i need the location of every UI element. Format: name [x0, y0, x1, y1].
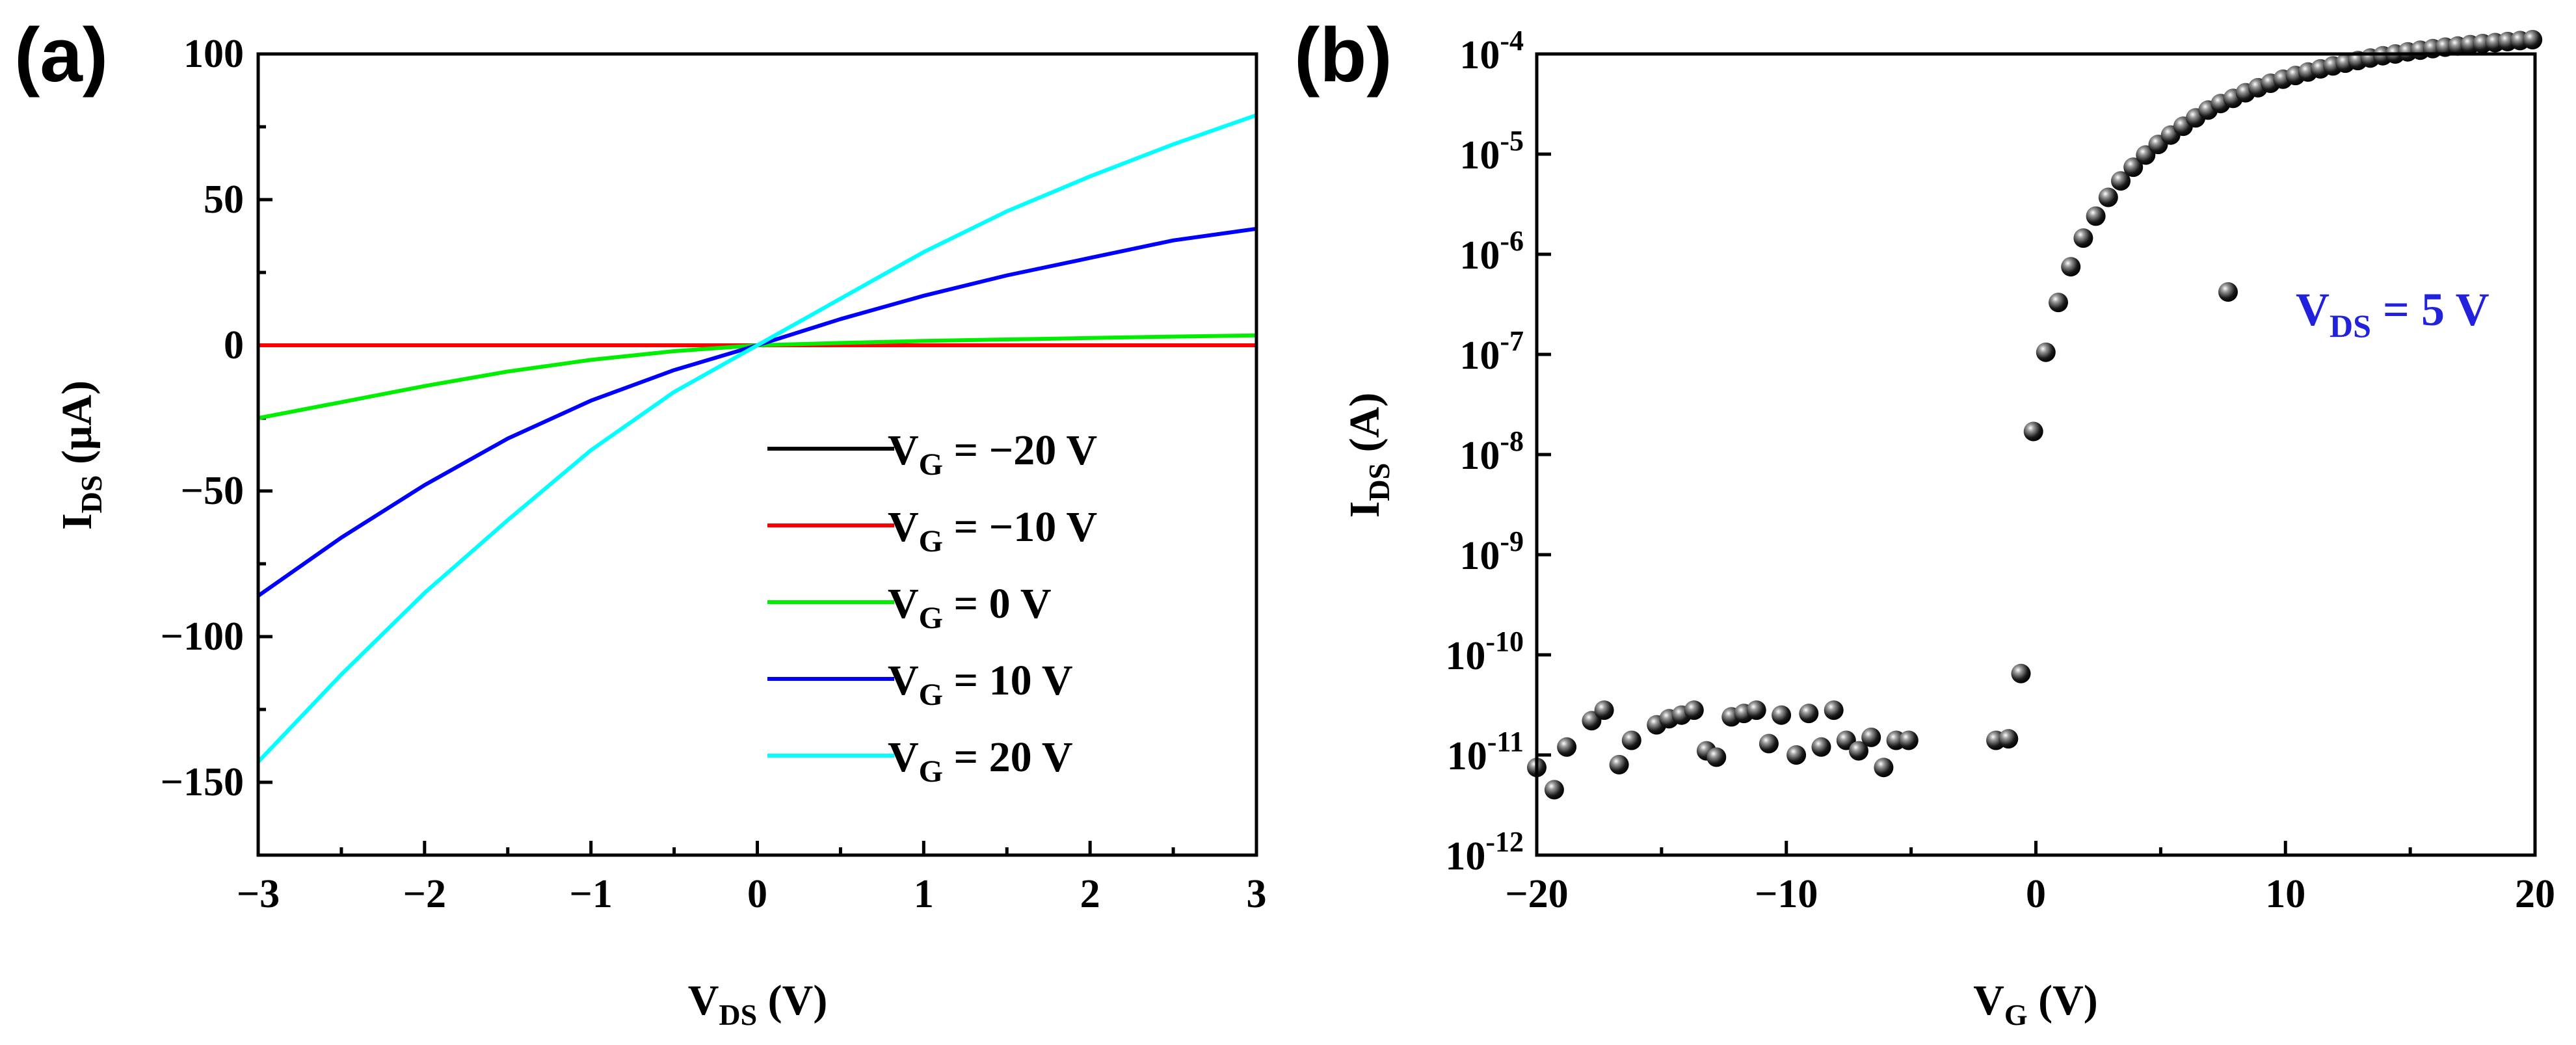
y-tick-label: 10-7 — [1459, 325, 1524, 378]
panel-label-b: (b) — [1294, 12, 1392, 98]
legend-label: VG = −20 V — [888, 427, 1097, 482]
data-point — [1898, 730, 1919, 750]
data-point — [1706, 747, 1727, 767]
data-point — [2023, 421, 2043, 442]
y-tick-label: −150 — [161, 760, 244, 804]
x-tick-label: 2 — [1080, 872, 1100, 916]
x-tick-label: 1 — [914, 872, 934, 916]
data-point — [2086, 206, 2106, 226]
y-tick-label: 10-6 — [1459, 225, 1524, 278]
series-line — [257, 226, 1257, 598]
y-tick-label: 10-5 — [1459, 125, 1524, 178]
x-tick-label: 3 — [1247, 872, 1267, 916]
series-line — [258, 333, 1257, 420]
data-point — [1824, 700, 1844, 721]
data-point — [1849, 741, 1868, 761]
data-point — [1811, 737, 1831, 757]
data-point — [2218, 282, 2238, 302]
y-tick-label: 10-4 — [1459, 25, 1524, 77]
data-point — [2523, 30, 2543, 49]
y-tick-label: 50 — [204, 178, 244, 222]
x-tick-label: −1 — [569, 872, 612, 916]
legend-label: VG = 0 V — [888, 580, 1052, 635]
series-line — [256, 113, 1257, 763]
chart-a-x-axis-label: VDS (V) — [688, 977, 828, 1031]
chart-b-ticks: −20 −10 0 10 20 10-4 10-5 10-6 10-7 10-8 10-9 10-10… — [1445, 25, 2555, 916]
chart-a-frame — [256, 52, 1258, 857]
data-point — [1684, 700, 1704, 721]
x-tick-label: 20 — [2515, 872, 2555, 916]
chart-a-legend: VG = −20 V VG = −10 V VG = 0 V VG = 10 V VG … — [767, 427, 1097, 789]
data-point — [1861, 727, 1881, 747]
chart-b-series — [1527, 30, 2543, 800]
data-point — [1772, 705, 1792, 725]
legend-label: VG = 20 V — [888, 734, 1073, 789]
data-point — [1786, 745, 1807, 765]
panel-label-a: (a) — [14, 12, 108, 98]
data-point — [2111, 171, 2131, 191]
data-point — [1799, 704, 1819, 724]
chart-a-y-axis-label: IDS (μA) — [53, 380, 108, 530]
y-tick-label: 10-9 — [1459, 525, 1524, 578]
data-point — [2049, 293, 2068, 313]
x-tick-label: 0 — [2026, 872, 2046, 916]
data-point — [2098, 187, 2118, 207]
data-point — [1557, 737, 1577, 757]
chart-b-annotation: VDS = 5 V — [2296, 284, 2490, 344]
x-tick-label: 10 — [2265, 872, 2305, 916]
x-tick-label: 0 — [747, 872, 767, 916]
x-tick-label: −20 — [1505, 872, 1568, 916]
data-point — [1609, 754, 1629, 774]
x-tick-label: −3 — [237, 872, 280, 916]
x-tick-label: −10 — [1755, 872, 1818, 916]
chart-b-y-axis-label: IDS (A) — [1341, 393, 1396, 518]
data-point — [1759, 734, 1779, 754]
data-point — [2011, 663, 2031, 683]
y-tick-label: 10-11 — [1447, 726, 1524, 778]
data-point — [2123, 157, 2144, 178]
data-point — [1746, 700, 1766, 721]
chart-b-x-axis-label: VG (V) — [1973, 977, 2098, 1031]
data-point — [1544, 780, 1564, 800]
data-point — [2073, 228, 2093, 248]
legend-label: VG = −10 V — [888, 503, 1097, 559]
chart-a-series — [256, 113, 1257, 763]
y-tick-label: −50 — [181, 469, 244, 513]
legend-label: VG = 10 V — [888, 657, 1073, 712]
y-tick-label: 100 — [183, 32, 244, 76]
data-point — [2036, 342, 2056, 362]
y-tick-label: 0 — [224, 323, 244, 367]
y-tick-label: 10-12 — [1445, 826, 1524, 879]
chart-a-ticks: −3 −2 −1 0 1 2 3 100 50 0 −50 −100 −150 — [161, 32, 1267, 916]
data-point — [2061, 257, 2081, 277]
data-point — [1621, 730, 1641, 750]
y-tick-label: 10-10 — [1445, 626, 1524, 678]
data-point — [1594, 700, 1614, 721]
chart-b-frame — [1535, 52, 2537, 857]
data-point — [1874, 758, 1894, 778]
chart-b: −20 −10 0 10 20 10-4 10-5 10-6 10-7 10-8 10-9 10-10… — [1341, 25, 2555, 1031]
x-tick-label: −2 — [403, 872, 446, 916]
y-tick-label: 10-8 — [1459, 425, 1524, 478]
data-point — [1998, 729, 2019, 749]
y-tick-label: −100 — [161, 615, 244, 659]
